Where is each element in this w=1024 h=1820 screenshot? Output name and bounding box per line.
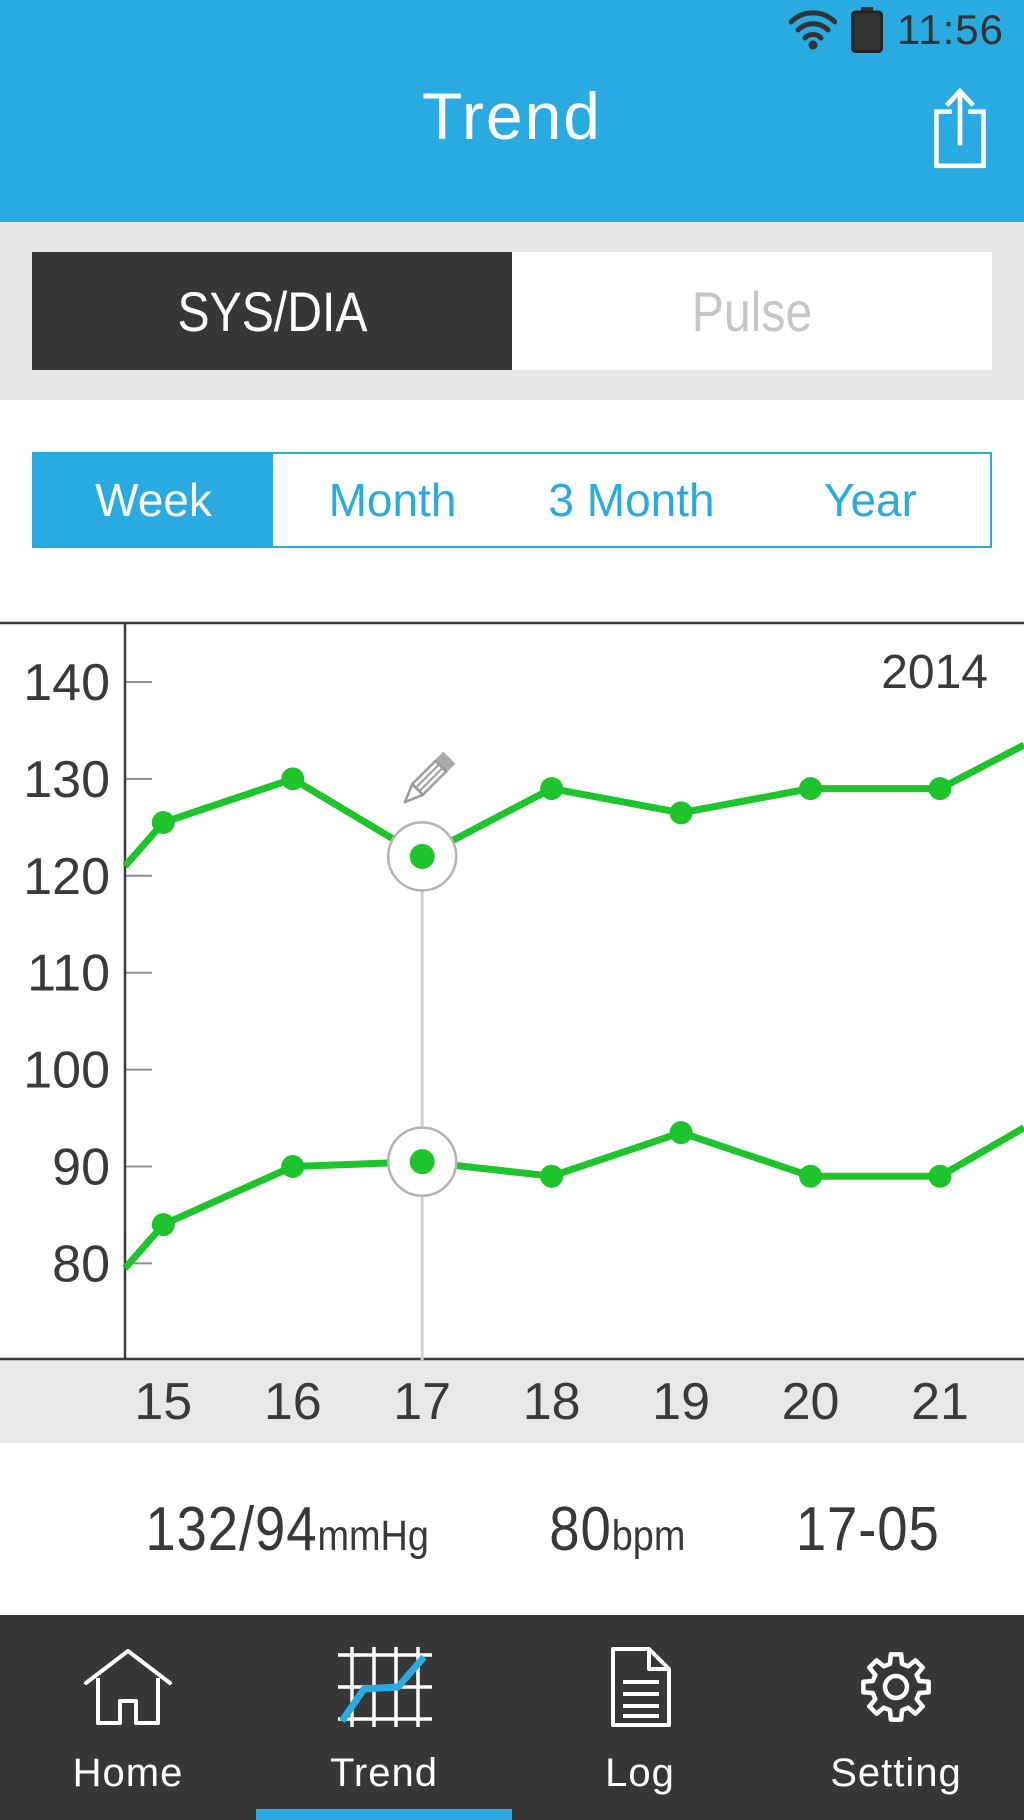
bp-trend-chart: 2014 140 130 120 110 100 90 80 15 16 17 18 19 20 21	[0, 621, 1024, 1443]
share-button[interactable]	[928, 84, 992, 172]
home-icon	[84, 1649, 172, 1725]
chart-year-label: 2014	[881, 646, 988, 699]
y-axis: 140 130 120 110 100 90 80	[23, 623, 152, 1359]
bp-unit: mmHg	[317, 1511, 429, 1560]
nav-log[interactable]: Log	[512, 1615, 768, 1820]
toggle-sys-dia[interactable]: SYS/DIA	[32, 252, 512, 370]
sys-point[interactable]	[669, 801, 693, 825]
sys-point[interactable]	[540, 777, 564, 801]
toggle-pulse[interactable]: Pulse	[512, 252, 992, 370]
dia-selected-point[interactable]	[409, 1149, 435, 1175]
setting-icon	[861, 1652, 931, 1722]
dia-point[interactable]	[928, 1164, 952, 1188]
bottom-nav: Home Trend Log	[0, 1615, 1024, 1820]
y-tick-label: 130	[23, 751, 110, 809]
dia-point[interactable]	[799, 1164, 823, 1188]
sys-selected-point[interactable]	[409, 843, 435, 869]
bp-value: 132/94	[145, 1494, 318, 1564]
tab-year[interactable]: Year	[751, 454, 990, 546]
nav-trend-label: Trend	[329, 1751, 438, 1795]
x-tick-label: 16	[264, 1373, 322, 1431]
clock: 11:56	[897, 6, 1004, 53]
battery-icon	[851, 7, 883, 53]
dia-point[interactable]	[281, 1155, 305, 1178]
nav-trend[interactable]: Trend	[256, 1615, 512, 1820]
nav-log-label: Log	[605, 1751, 675, 1795]
dia-line	[122, 1124, 1024, 1271]
toggle-sys-dia-label: SYS/DIA	[176, 279, 368, 343]
toggle-pulse-label: Pulse	[691, 279, 813, 343]
nav-home[interactable]: Home	[0, 1615, 256, 1820]
edit-pencil-icon[interactable]	[399, 751, 456, 807]
y-tick-label: 120	[23, 848, 110, 906]
x-tick-label: 20	[782, 1373, 840, 1431]
y-tick-label: 140	[23, 654, 110, 712]
nav-setting-label: Setting	[830, 1751, 962, 1795]
x-tick-label: 17	[393, 1373, 451, 1431]
metric-toggle: SYS/DIA Pulse	[32, 252, 992, 370]
tab-month-label: Month	[328, 474, 457, 526]
pulse-reading: 80 bpm	[549, 1494, 685, 1565]
page-title: Trend	[422, 79, 602, 153]
status-bar: 11:56	[789, 6, 1004, 54]
y-tick-label: 110	[27, 945, 110, 1003]
dia-point[interactable]	[669, 1121, 693, 1145]
date-reading: 17-05	[796, 1494, 940, 1565]
y-tick-label: 100	[23, 1042, 110, 1100]
tab-3month-label: 3 Month	[548, 474, 715, 526]
x-tick-label: 19	[652, 1373, 710, 1431]
y-tick-label: 80	[52, 1235, 110, 1293]
x-tick-label: 21	[911, 1373, 969, 1431]
y-tick-label: 90	[52, 1139, 110, 1197]
metric-toggle-strip: SYS/DIA Pulse	[0, 222, 1024, 400]
tab-year-label: Year	[824, 474, 917, 526]
x-axis-strip	[0, 1360, 1024, 1443]
nav-setting[interactable]: Setting	[768, 1615, 1024, 1820]
tab-3month[interactable]: 3 Month	[512, 454, 751, 546]
range-tabs: Week Month 3 Month Year	[32, 452, 992, 548]
x-tick-label: 15	[134, 1373, 192, 1431]
nav-home-label: Home	[72, 1751, 184, 1795]
date-value: 17-05	[796, 1494, 941, 1564]
sys-point[interactable]	[928, 777, 952, 801]
wifi-icon	[789, 10, 837, 50]
selected-reading: 132/94 mmHg 80 bpm 17-05	[0, 1443, 1024, 1615]
sys-line	[122, 741, 1024, 869]
tab-month[interactable]: Month	[273, 454, 512, 546]
plot-area	[122, 741, 1024, 1360]
tab-week[interactable]: Week	[34, 454, 273, 546]
trend-icon	[338, 1647, 432, 1727]
sys-point[interactable]	[281, 767, 305, 791]
log-icon	[611, 1647, 671, 1727]
dia-point[interactable]	[540, 1164, 564, 1188]
x-axis-labels: 15 16 17 18 19 20 21	[134, 1373, 969, 1431]
header: 11:56 Trend	[0, 0, 1024, 222]
sys-point[interactable]	[151, 811, 175, 835]
active-tab-indicator	[256, 1809, 512, 1820]
x-tick-label: 18	[523, 1373, 581, 1431]
share-icon	[934, 87, 986, 169]
bp-reading: 132/94 mmHg	[145, 1494, 429, 1565]
tab-week-label: Week	[95, 474, 212, 526]
sys-point[interactable]	[799, 777, 823, 801]
pulse-value: 80	[549, 1494, 612, 1564]
pulse-unit: bpm	[611, 1511, 686, 1560]
dia-point[interactable]	[151, 1213, 175, 1237]
